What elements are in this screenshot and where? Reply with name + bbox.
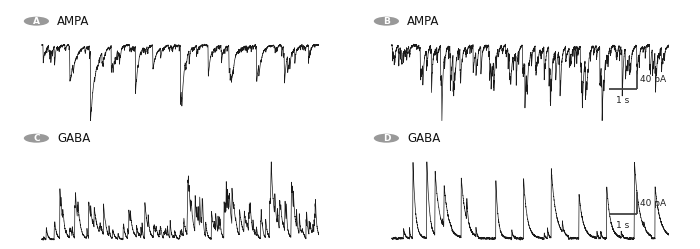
Text: C: C	[33, 134, 40, 143]
Text: A: A	[33, 17, 40, 26]
Text: B: B	[383, 17, 390, 26]
Text: 40 pA: 40 pA	[640, 75, 666, 84]
Text: 1 s: 1 s	[617, 96, 630, 105]
Text: GABA: GABA	[407, 132, 441, 145]
Text: D: D	[383, 134, 390, 143]
Text: 1 s: 1 s	[617, 221, 630, 230]
Text: 40 pA: 40 pA	[640, 199, 666, 208]
Text: AMPA: AMPA	[407, 15, 440, 28]
Text: GABA: GABA	[57, 132, 90, 145]
Text: AMPA: AMPA	[57, 15, 90, 28]
